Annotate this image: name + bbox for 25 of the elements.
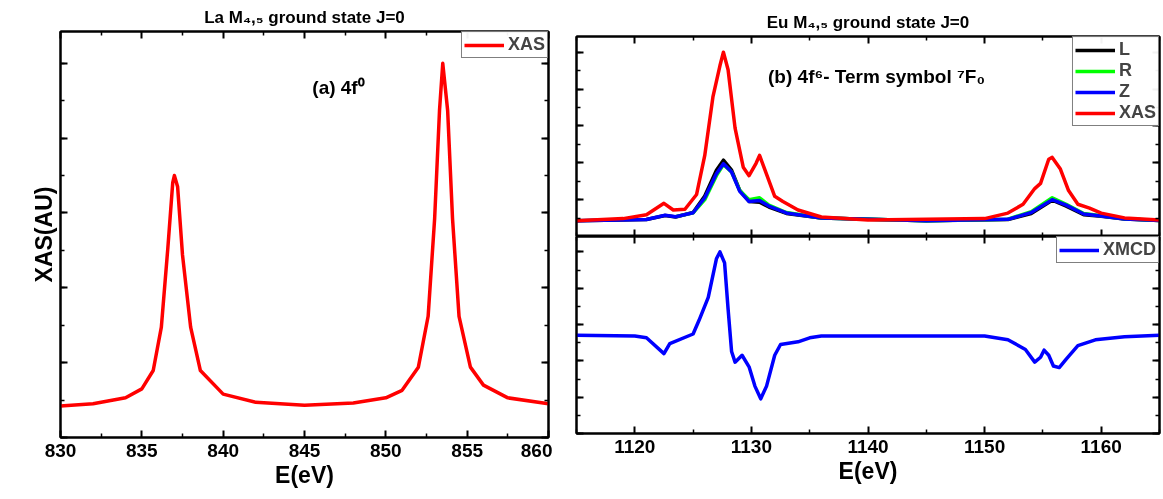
annotation: (b) 4f⁶- Term symbol ⁷F₀ (768, 65, 985, 87)
x-tick-label: 855 (451, 439, 484, 461)
legend-label: R (1118, 60, 1133, 81)
x-tick-label: 845 (288, 439, 321, 461)
x-axis-title: E(eV) (838, 457, 898, 484)
x-axis-title: E(eV) (275, 461, 334, 488)
x-tick-label: 850 (369, 439, 402, 461)
x-tick-label: 840 (207, 439, 240, 461)
x-tick-label: 1130 (730, 435, 773, 457)
legend-label: Z (1118, 81, 1131, 102)
legend-label: L (1118, 39, 1131, 60)
x-tick-label: 1160 (1080, 435, 1122, 457)
x-tick-label: 835 (125, 439, 159, 461)
chart-title: La M₄,₅ ground state J=0 (204, 7, 405, 27)
x-tick-label: 1150 (963, 435, 1006, 457)
x-tick-label: 860 (520, 439, 553, 461)
x-tick-label: 1120 (614, 435, 656, 457)
y-axis-title: XAS(AU) (30, 186, 57, 283)
x-tick-label: 830 (44, 439, 77, 461)
legend-label: XMCD (1103, 239, 1156, 260)
annotation: (a) 4f⁰ (312, 76, 365, 98)
chart-title: Eu M₄,₅ ground state J=0 (766, 12, 970, 32)
text: XAS (507, 34, 545, 55)
legend-label: XAS (1118, 102, 1156, 123)
x-tick-label: 1140 (847, 435, 889, 457)
